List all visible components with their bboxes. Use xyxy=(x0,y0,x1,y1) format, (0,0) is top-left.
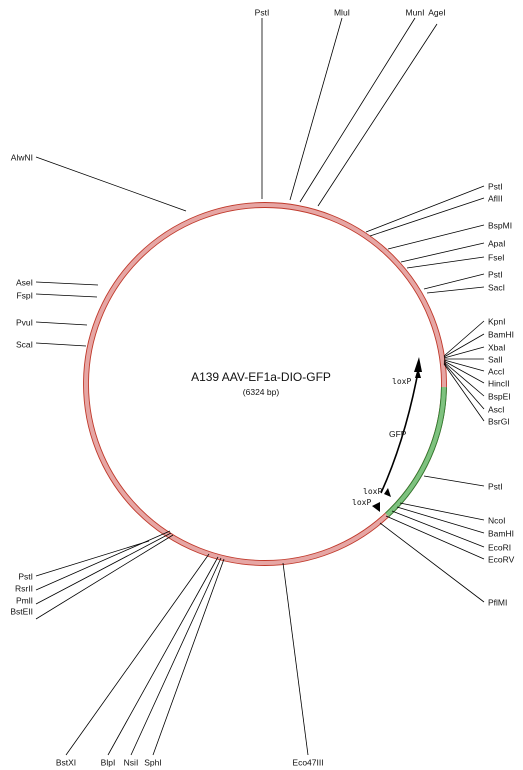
site-label-eco47iii: Eco47III xyxy=(292,757,323,767)
site-leader-aflii xyxy=(369,197,485,237)
site-label-sali: SalI xyxy=(488,354,503,364)
site-label-agei: AgeI xyxy=(428,7,446,17)
site-label-hincii: HincII xyxy=(488,378,510,388)
site-leader-saci xyxy=(426,286,485,294)
site-leader-fsei xyxy=(406,256,485,269)
site-leader-acci xyxy=(443,359,485,372)
loxp-bottom-b-arrowhead xyxy=(372,502,380,512)
site-leader-psti-r2 xyxy=(423,273,485,290)
site-leader-bspmi xyxy=(387,224,485,250)
site-leader-eco47iii xyxy=(282,562,309,756)
site-label-fspi: FspI xyxy=(16,290,33,300)
site-label-asei: AseI xyxy=(16,277,33,287)
site-leader-xbai xyxy=(443,346,485,359)
site-label-bspei: BspEI xyxy=(488,391,511,401)
site-label-bsrgi: BsrGI xyxy=(488,416,510,426)
insert-arc xyxy=(385,387,447,517)
site-label-scai: ScaI xyxy=(16,339,33,349)
site-label-psti-r2: PstI xyxy=(488,269,503,279)
backbone-ring-outer xyxy=(83,202,447,566)
site-label-aflii: AflII xyxy=(488,193,503,203)
site-leader-ncoi xyxy=(399,502,485,521)
site-label-psti-r3: PstI xyxy=(488,481,503,491)
site-leader-apai xyxy=(400,242,485,263)
site-leader-bsteii xyxy=(35,534,174,620)
site-label-saci: SacI xyxy=(488,282,505,292)
site-label-bspmi: BspMI xyxy=(488,220,512,230)
site-label-pflmi: PflMI xyxy=(488,597,507,607)
site-leader-muni xyxy=(299,17,416,203)
loxp-top-label: loxP xyxy=(392,377,411,386)
restriction-sites: PstI MluI MunI AgeI PstI AflII BspMI ApaI FseI Ps… xyxy=(10,7,514,767)
site-leader-bamhi-1 xyxy=(443,333,485,358)
site-leader-ecori xyxy=(391,510,485,548)
plasmid-title: A139 AAV-EF1a-DIO-GFP xyxy=(191,370,331,384)
site-leader-bamhi-2 xyxy=(396,506,485,534)
site-label-apai: ApaI xyxy=(488,238,506,248)
loxp-top-arrowhead xyxy=(415,368,421,378)
site-leader-nsii xyxy=(130,557,222,756)
site-leader-bspei xyxy=(443,361,485,397)
site-label-acci: AccI xyxy=(488,366,505,376)
site-label-pvui: PvuI xyxy=(16,317,33,327)
insert-arc-outer xyxy=(388,387,447,518)
backbone-ring xyxy=(83,202,447,566)
site-leader-kpni xyxy=(443,320,485,357)
site-label-ecori: EcoRI xyxy=(488,542,511,552)
site-label-bamhi-2: BamHI xyxy=(488,528,514,538)
site-label-kpni: KpnI xyxy=(488,316,506,326)
site-label-ncoi: NcoI xyxy=(488,515,505,525)
site-label-muni: MunI xyxy=(406,7,425,17)
site-label-asci: AscI xyxy=(488,404,505,414)
site-leader-asei xyxy=(35,281,99,286)
loxp-bottom-a-arrowhead xyxy=(384,488,391,497)
site-leader-psti-l xyxy=(35,540,150,577)
site-leader-pmli xyxy=(35,532,172,605)
site-label-mlui: MluI xyxy=(334,7,350,17)
site-leader-rsrii xyxy=(35,530,171,591)
site-label-fsei: FseI xyxy=(488,252,505,262)
site-leader-alwni xyxy=(35,156,187,212)
backbone-ring-inner xyxy=(88,207,442,561)
site-leader-psti-r1 xyxy=(365,185,485,233)
site-label-bstxi: BstXI xyxy=(56,757,76,767)
site-leader-psti-r3 xyxy=(423,475,485,487)
insert-arc-inner xyxy=(385,387,442,514)
site-label-bamhi-1: BamHI xyxy=(488,329,514,339)
site-label-bsteii: BstEII xyxy=(10,606,33,616)
site-label-psti-r1: PstI xyxy=(488,181,503,191)
site-label-psti-top: PstI xyxy=(255,7,270,17)
site-label-rsrii: RsrII xyxy=(15,583,33,593)
plasmid-size: (6324 bp) xyxy=(243,387,280,397)
gfp-arrow xyxy=(380,371,419,494)
site-leader-mlui xyxy=(289,17,343,201)
site-label-psti-l: PstI xyxy=(18,571,33,581)
site-label-sphi: SphI xyxy=(144,757,162,767)
site-label-ecorv: EcoRV xyxy=(488,554,515,564)
site-leader-agei xyxy=(317,23,438,207)
loxp-bottom-b-label: loxP xyxy=(352,498,371,507)
site-label-xbai: XbaI xyxy=(488,342,506,352)
site-label-pmli: PmlI xyxy=(16,595,33,605)
site-leader-pvui xyxy=(35,321,88,326)
gfp-arrowhead xyxy=(414,357,422,372)
site-leader-bstxi xyxy=(65,553,210,756)
site-leader-asci xyxy=(443,362,485,410)
site-leader-scai xyxy=(35,342,87,347)
site-leader-blpi xyxy=(107,556,219,756)
site-label-blpi: BlpI xyxy=(101,757,116,767)
gfp-label: GFP xyxy=(389,429,407,439)
site-leader-bsrgi xyxy=(443,363,485,422)
site-label-alwni: AlwNI xyxy=(11,152,33,162)
site-label-nsii: NsiI xyxy=(124,757,139,767)
loxp-bottom-a-label: loxP xyxy=(363,487,382,496)
site-leader-hincii xyxy=(443,360,485,384)
site-leader-pflmi xyxy=(379,522,485,603)
site-leader-ecorv xyxy=(385,515,485,560)
site-leader-fspi xyxy=(35,293,98,298)
site-leader-sphi xyxy=(152,558,225,756)
